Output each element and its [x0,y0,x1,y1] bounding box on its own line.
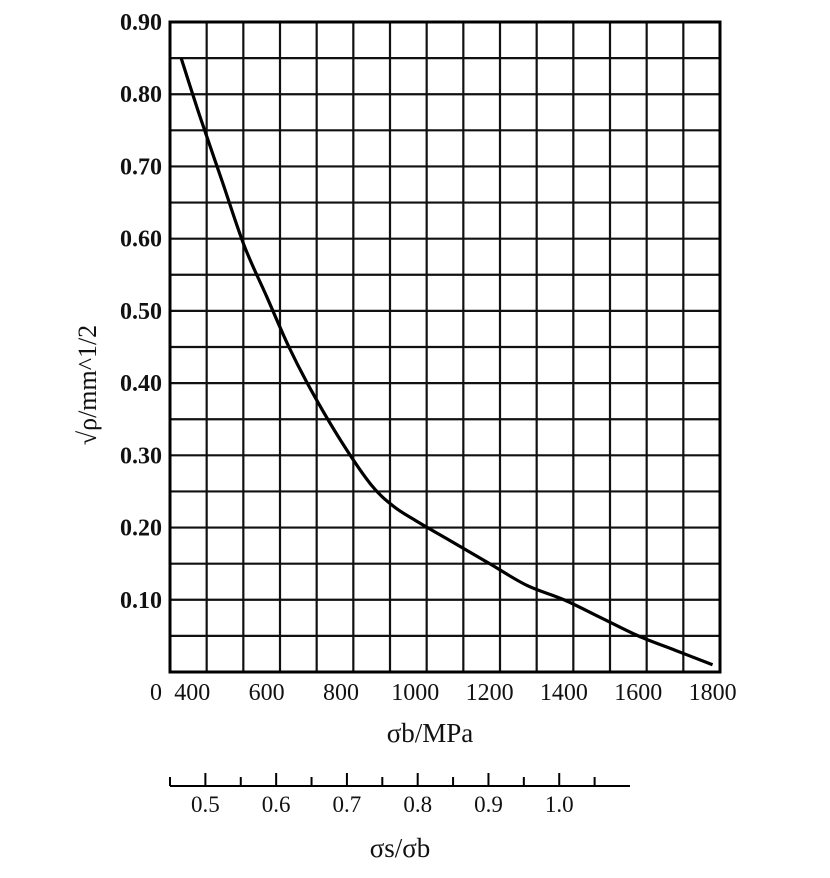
secondary-axis-tick-label: 1.0 [545,792,574,817]
secondary-axis-tick-label: 0.8 [403,792,432,817]
grid [170,22,720,672]
y-tick-label: 0.50 [120,299,162,325]
y-tick-label: 0.90 [120,10,162,36]
x-tick-label: 1600 [614,680,662,706]
x-tick-label: 1200 [466,680,514,706]
secondary-axis-tick-label: 0.5 [191,792,220,817]
x-tick-labels: 400 600 800 1000 1200 1400 1600 1800 [174,680,736,706]
x-tick-label: 1800 [689,680,737,706]
series-line [179,57,714,667]
y-tick-label: 0.80 [120,82,162,108]
y-tick-labels: 0.10 0.20 0.30 0.40 0.50 0.60 0.70 0.80 0.90 [120,10,162,614]
secondary-axis: 0.5 0.6 0.7 0.8 0.9 1.0 σs/σb [169,773,630,863]
x-axis-label: σb/MPa [387,718,474,748]
y-tick-label: 0.40 [120,371,162,397]
series-layer [179,57,714,667]
y-tick-label: 0.20 [120,516,162,542]
x-tick-label: 600 [249,680,285,706]
x-origin-label: 0 [150,680,162,706]
plot-frame [168,20,722,674]
y-tick-label: 0.30 [120,443,162,469]
secondary-axis-tick-label: 0.9 [474,792,503,817]
y-tick-label: 0.10 [120,588,162,614]
secondary-axis-tick-label: 0.7 [333,792,362,817]
x-tick-label: 1400 [540,680,588,706]
y-tick-label: 0.60 [120,227,162,253]
x-tick-label: 800 [323,680,359,706]
x-tick-label: 1000 [391,680,439,706]
secondary-axis-label: σs/σb [370,833,431,863]
secondary-axis-tick-label: 0.6 [262,792,291,817]
y-axis-label: √ρ/mm^1/2 [73,325,102,445]
secondary-axis-ticks: 0.5 0.6 0.7 0.8 0.9 1.0 [169,773,596,817]
y-tick-label: 0.70 [120,154,162,180]
x-tick-label: 400 [174,680,210,706]
